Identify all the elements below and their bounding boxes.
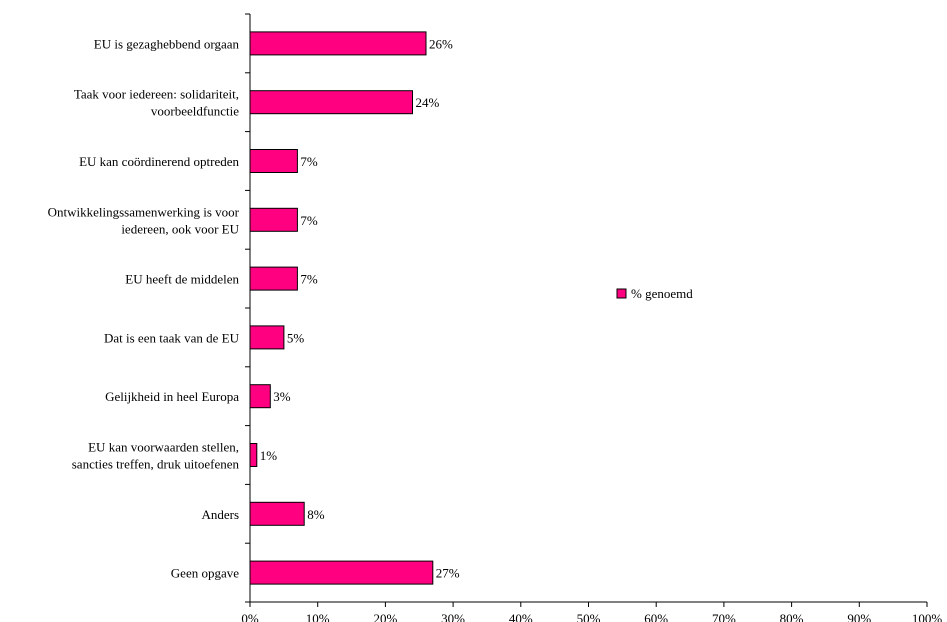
x-tick-label: 100%	[912, 611, 943, 622]
data-label: 3%	[273, 389, 291, 404]
bar	[249, 31, 427, 56]
category-label: EU heeft de middelen	[125, 272, 239, 287]
category-label: Dat is een taak van de EU	[104, 330, 240, 345]
bar	[249, 443, 258, 467]
data-label: 1%	[260, 448, 278, 463]
data-label: 7%	[300, 213, 318, 228]
category-label: EU kan voorwaarden stellen, sancties tref…	[72, 440, 240, 472]
x-tick-label: 40%	[509, 611, 533, 622]
legend: % genoemd	[616, 286, 693, 301]
data-label: 8%	[307, 507, 325, 522]
data-label: 7%	[300, 154, 318, 169]
bar	[249, 266, 298, 291]
category-label: Geen opgave	[171, 566, 239, 581]
bar	[249, 384, 271, 409]
legend-swatch	[616, 288, 627, 299]
legend-label: % genoemd	[631, 286, 693, 301]
x-tick-label: 90%	[847, 611, 871, 622]
category-label: Ontwikkelingssamenwerking is voor iederee…	[48, 204, 240, 236]
x-tick-label: 30%	[441, 611, 465, 622]
category-label: Anders	[201, 507, 239, 522]
x-tick-label: 70%	[712, 611, 736, 622]
data-label: 5%	[287, 330, 305, 345]
axes-group: EU is gezaghebbend orgaan Taak voor ieder…	[48, 13, 943, 622]
data-label: 27%	[436, 566, 460, 581]
bar	[249, 501, 305, 526]
category-label: Gelijkheid in heel Europa	[105, 389, 239, 404]
data-label: 7%	[300, 272, 318, 287]
x-tick-label: 50%	[577, 611, 601, 622]
bar	[249, 90, 413, 115]
x-tick-label: 60%	[644, 611, 668, 622]
bar	[249, 560, 434, 585]
bar	[249, 325, 285, 350]
bar	[249, 149, 298, 173]
category-label: Taak voor iedereen: solidariteit, voorbee…	[74, 87, 239, 119]
x-tick-label: 20%	[373, 611, 397, 622]
data-label: 24%	[416, 95, 440, 110]
category-label: EU kan coördinerend optreden	[79, 154, 239, 169]
category-label: EU is gezaghebbend orgaan	[94, 36, 240, 51]
x-tick-label: 80%	[780, 611, 804, 622]
bars-group: 26% 24% 7% 7% 7% 5% 3% 1% 8% 27%	[249, 31, 460, 585]
data-label: 26%	[429, 36, 453, 51]
x-tick-label: 10%	[306, 611, 330, 622]
x-tick-label: 0%	[241, 611, 259, 622]
bar	[249, 207, 298, 232]
